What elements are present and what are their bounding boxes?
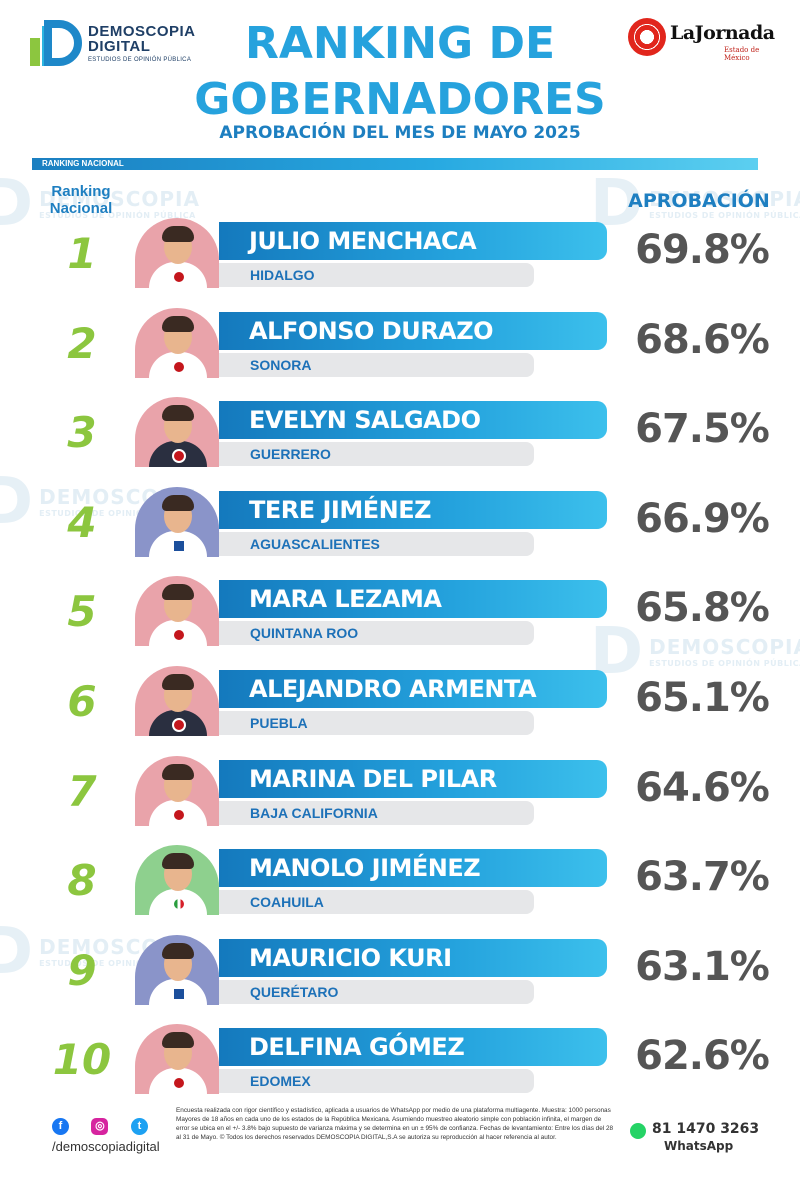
approval-value: 65.1% bbox=[635, 675, 770, 721]
approval-value: 65.8% bbox=[635, 585, 770, 632]
governor-state: GUERRERO bbox=[219, 442, 534, 467]
governor-name: MARINA DEL PILAR bbox=[219, 759, 607, 798]
ranking-row: 2 ALFONSO DURAZO SONORA 68.6% bbox=[0, 307, 800, 388]
instagram-icon[interactable]: ◎ bbox=[91, 1118, 109, 1136]
social-links: f ◎ t bbox=[52, 1118, 166, 1136]
governor-name: MAURICIO KURI bbox=[219, 938, 607, 977]
subtitle: APROBACIÓN DEL MES DE MAYO 2025 bbox=[219, 123, 581, 143]
approval-value: 64.6% bbox=[635, 764, 770, 811]
party-badge-icon bbox=[172, 449, 186, 464]
whatsapp-number: 81 1470 3263 bbox=[652, 1121, 760, 1137]
whatsapp-icon bbox=[630, 1123, 646, 1139]
approval-column-header: APROBACIÓN bbox=[628, 190, 770, 212]
facebook-icon[interactable]: f bbox=[52, 1118, 69, 1136]
brand-tagline: ESTUDIOS DE OPINIÓN PÚBLICA bbox=[88, 56, 192, 63]
party-badge-icon bbox=[172, 718, 186, 732]
governor-state: PUEBLA bbox=[219, 711, 534, 735]
social-handle[interactable]: /demoscopiadigital bbox=[52, 1139, 160, 1154]
party-badge-icon bbox=[172, 359, 186, 374]
demoscopia-logo: DEMOSCOPIA DIGITAL ESTUDIOS DE OPINIÓN P… bbox=[30, 20, 240, 66]
rank-number: 2 bbox=[67, 318, 97, 368]
governor-state: SONORA bbox=[219, 352, 534, 377]
governor-name: TERE JIMÉNEZ bbox=[219, 490, 607, 529]
rank-number: 8 bbox=[67, 856, 97, 906]
governor-state: QUINTANA ROO bbox=[219, 621, 534, 646]
governor-photo bbox=[135, 576, 219, 647]
partner-sub: Estado de México bbox=[724, 46, 760, 62]
governor-photo bbox=[135, 307, 219, 378]
approval-value: 63.7% bbox=[635, 854, 770, 901]
party-badge-icon bbox=[172, 270, 186, 284]
governor-state: COAHUILA bbox=[219, 890, 534, 915]
governor-state: EDOMEX bbox=[219, 1069, 534, 1094]
governor-name: DELFINA GÓMEZ bbox=[219, 1028, 607, 1067]
governor-photo bbox=[135, 486, 219, 557]
ranking-row: 8 MANOLO JIMÉNEZ COAHUILA 63.7% bbox=[0, 845, 800, 925]
partner-name: LaJornada bbox=[670, 22, 775, 44]
governor-state: QUERÉTARO bbox=[219, 979, 534, 1004]
party-badge-icon bbox=[172, 807, 186, 822]
governor-photo bbox=[135, 845, 219, 916]
demoscopia-logo-icon bbox=[30, 20, 82, 66]
governor-name: ALEJANDRO ARMENTA bbox=[219, 670, 607, 708]
rank-number: 9 bbox=[67, 945, 97, 995]
approval-value: 63.1% bbox=[635, 943, 770, 990]
governor-photo bbox=[135, 1024, 219, 1095]
title-line1: RANKING DE bbox=[244, 18, 556, 69]
rank-header-line2: Nacional bbox=[49, 200, 113, 218]
ranking-row: 10 DELFINA GÓMEZ EDOMEX 62.6% bbox=[0, 1024, 800, 1104]
ranking-row: 3 EVELYN SALGADO GUERRERO 67.5% bbox=[0, 397, 800, 477]
ranking-row: 5 MARA LEZAMA QUINTANA ROO 65.8% bbox=[0, 576, 800, 656]
party-badge-icon bbox=[172, 897, 186, 912]
approval-value: 62.6% bbox=[635, 1033, 770, 1080]
rank-number: 4 bbox=[67, 497, 97, 547]
party-badge-icon bbox=[172, 538, 186, 553]
section-label: RANKING NACIONAL bbox=[42, 159, 124, 168]
ranking-row: 6 ALEJANDRO ARMENTA PUEBLA 65.1% bbox=[0, 666, 800, 746]
twitter-icon[interactable]: t bbox=[130, 1118, 148, 1136]
rank-number: 10 bbox=[52, 1035, 112, 1085]
section-bar: RANKING NACIONAL bbox=[32, 158, 758, 170]
rank-number: 1 bbox=[67, 229, 97, 278]
governor-photo bbox=[135, 934, 219, 1005]
approval-value: 68.6% bbox=[635, 316, 770, 363]
party-badge-icon bbox=[172, 986, 186, 1001]
governor-name: MANOLO JIMÉNEZ bbox=[219, 849, 607, 888]
rank-number: 5 bbox=[67, 587, 97, 637]
rank-number: 7 bbox=[67, 766, 97, 816]
approval-value: 67.5% bbox=[635, 406, 770, 453]
lajornada-logo: LaJornada Estado de México bbox=[628, 18, 778, 62]
governor-name: MARA LEZAMA bbox=[219, 580, 607, 619]
governor-photo bbox=[135, 666, 219, 736]
ranking-row: 4 TERE JIMÉNEZ AGUASCALIENTES 66.9% bbox=[0, 486, 800, 567]
governor-name: ALFONSO DURAZO bbox=[219, 311, 607, 350]
rank-column-header: Ranking Nacional bbox=[36, 183, 126, 218]
governor-name: JULIO MENCHACA bbox=[219, 222, 607, 260]
whatsapp-label: WhatsApp bbox=[664, 1139, 734, 1153]
governor-state: BAJA CALIFORNIA bbox=[219, 800, 534, 825]
approval-value: 66.9% bbox=[635, 495, 770, 542]
ranking-row: 9 MAURICIO KURI QUERÉTARO 63.1% bbox=[0, 934, 800, 1015]
governor-name: EVELYN SALGADO bbox=[219, 401, 607, 440]
ranking-row: 7 MARINA DEL PILAR BAJA CALIFORNIA 64.6% bbox=[0, 755, 800, 836]
methodology-note: Encuesta realizada con rigor científico … bbox=[176, 1107, 614, 1141]
sun-icon bbox=[628, 18, 666, 56]
governor-photo bbox=[135, 218, 219, 288]
governor-photo bbox=[135, 397, 219, 468]
party-badge-icon bbox=[172, 628, 186, 643]
rank-number: 6 bbox=[67, 677, 97, 726]
governor-photo bbox=[135, 755, 219, 826]
brand-line2: DIGITAL bbox=[88, 38, 151, 55]
title-line2: GOBERNADORES bbox=[194, 74, 606, 125]
approval-value: 69.8% bbox=[635, 227, 770, 273]
brand-line1: DEMOSCOPIA bbox=[88, 23, 196, 40]
governor-state: HIDALGO bbox=[219, 263, 534, 287]
party-badge-icon bbox=[172, 1076, 186, 1091]
ranking-row: 1 JULIO MENCHACA HIDALGO 69.8% bbox=[0, 218, 800, 298]
rank-number: 3 bbox=[67, 408, 97, 458]
rank-header-line1: Ranking bbox=[51, 183, 111, 200]
governor-state: AGUASCALIENTES bbox=[219, 531, 534, 556]
